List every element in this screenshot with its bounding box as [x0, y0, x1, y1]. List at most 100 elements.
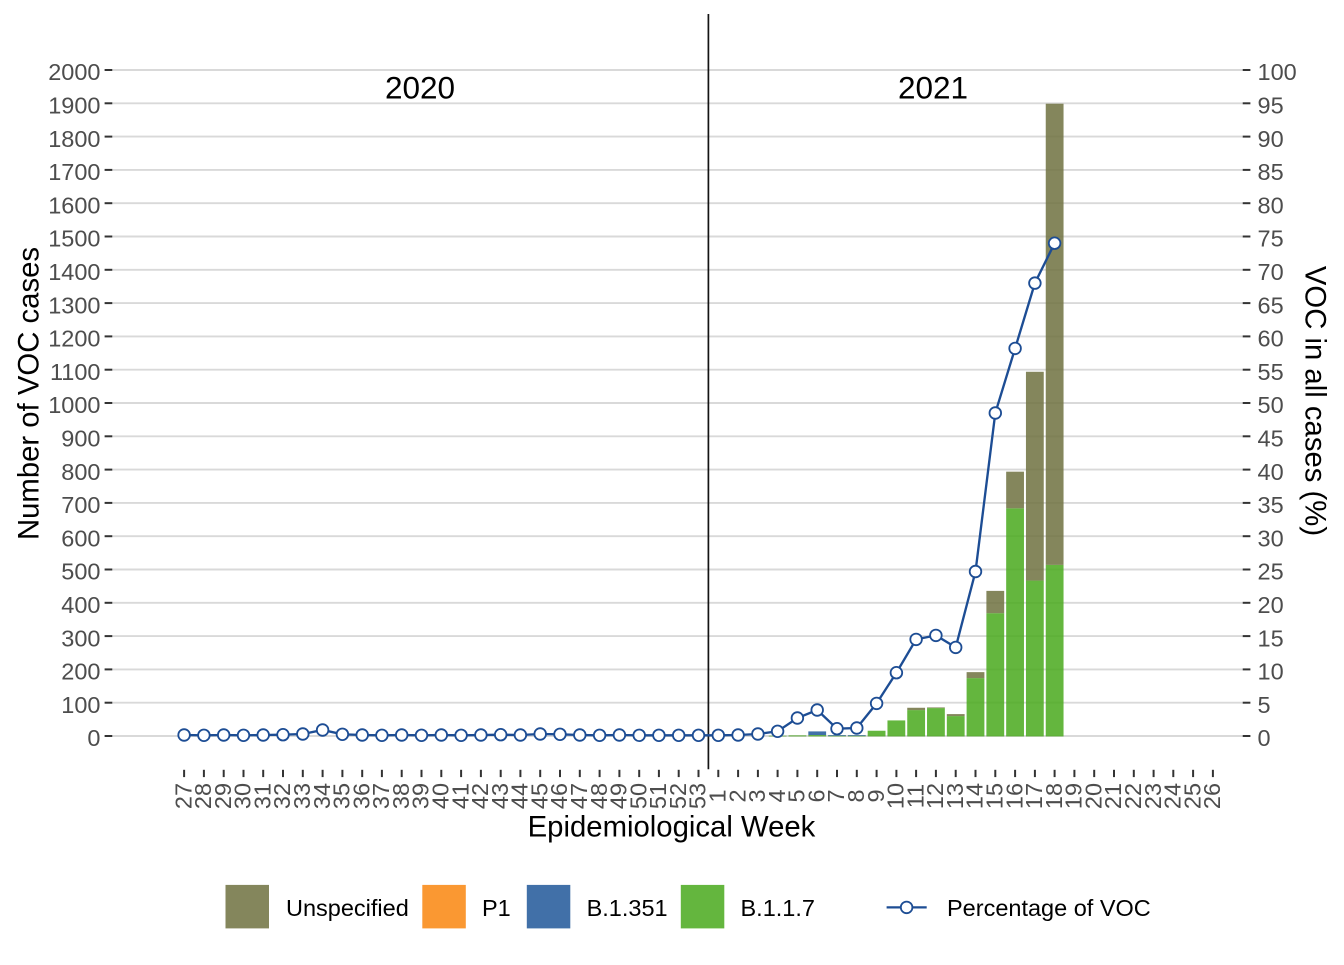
svg-text:Percentage of VOC: Percentage of VOC [947, 895, 1151, 921]
svg-text:800: 800 [61, 459, 100, 485]
svg-text:B.1.1.7: B.1.1.7 [741, 895, 815, 921]
svg-text:500: 500 [61, 559, 100, 585]
svg-text:49: 49 [606, 783, 632, 809]
svg-text:42: 42 [467, 783, 493, 809]
svg-text:50: 50 [1258, 392, 1284, 418]
svg-text:95: 95 [1258, 93, 1284, 119]
svg-text:47: 47 [566, 783, 592, 809]
svg-text:45: 45 [1258, 426, 1284, 452]
svg-text:33: 33 [289, 783, 315, 809]
svg-text:44: 44 [507, 783, 533, 809]
svg-text:70: 70 [1258, 259, 1284, 285]
svg-text:12: 12 [922, 783, 948, 809]
svg-text:23: 23 [1140, 783, 1166, 809]
svg-text:8: 8 [843, 789, 869, 802]
svg-text:1900: 1900 [48, 93, 100, 119]
svg-text:50: 50 [625, 783, 651, 809]
svg-text:34: 34 [309, 783, 335, 809]
svg-text:5: 5 [784, 789, 810, 802]
svg-text:1000: 1000 [48, 392, 100, 418]
svg-text:B.1.351: B.1.351 [587, 895, 668, 921]
svg-text:0: 0 [87, 725, 100, 751]
svg-text:31: 31 [249, 783, 275, 809]
svg-text:19: 19 [1061, 783, 1087, 809]
svg-text:39: 39 [408, 783, 434, 809]
svg-text:P1: P1 [482, 895, 511, 921]
svg-text:Unspecified: Unspecified [286, 895, 409, 921]
svg-text:2020: 2020 [385, 70, 455, 106]
svg-text:Number of VOC cases: Number of VOC cases [13, 247, 46, 540]
svg-text:17: 17 [1021, 783, 1047, 809]
svg-text:900: 900 [61, 426, 100, 452]
svg-text:35: 35 [329, 783, 355, 809]
svg-text:40: 40 [428, 783, 454, 809]
svg-text:15: 15 [1258, 625, 1284, 651]
svg-text:11: 11 [902, 784, 928, 808]
svg-text:48: 48 [586, 783, 612, 809]
svg-text:75: 75 [1258, 226, 1284, 252]
svg-text:24: 24 [1160, 783, 1186, 809]
svg-text:0: 0 [1258, 725, 1271, 751]
svg-text:43: 43 [487, 783, 513, 809]
svg-text:18: 18 [1041, 783, 1067, 809]
svg-text:1600: 1600 [48, 192, 100, 218]
svg-text:41: 41 [447, 783, 473, 809]
svg-text:37: 37 [368, 783, 394, 809]
svg-text:25: 25 [1258, 559, 1284, 585]
svg-text:20: 20 [1258, 592, 1284, 618]
svg-text:52: 52 [665, 783, 691, 809]
svg-text:38: 38 [388, 783, 414, 809]
svg-text:VOC in all cases (%): VOC in all cases (%) [1299, 266, 1332, 536]
svg-text:1700: 1700 [48, 159, 100, 185]
svg-text:600: 600 [61, 525, 100, 551]
svg-text:35: 35 [1258, 492, 1284, 518]
svg-text:40: 40 [1258, 459, 1284, 485]
svg-text:2000: 2000 [48, 59, 100, 85]
svg-text:10: 10 [883, 783, 909, 809]
svg-text:36: 36 [348, 783, 374, 809]
svg-text:300: 300 [61, 625, 100, 651]
svg-text:30: 30 [1258, 525, 1284, 551]
svg-text:45: 45 [526, 783, 552, 809]
svg-text:4: 4 [764, 789, 790, 802]
svg-text:28: 28 [190, 783, 216, 809]
svg-text:3: 3 [744, 789, 770, 802]
svg-text:22: 22 [1120, 783, 1146, 809]
svg-text:2021: 2021 [898, 70, 968, 106]
svg-text:1400: 1400 [48, 259, 100, 285]
svg-text:700: 700 [61, 492, 100, 518]
svg-text:90: 90 [1258, 126, 1284, 152]
svg-text:55: 55 [1258, 359, 1284, 385]
svg-text:9: 9 [863, 789, 889, 802]
svg-text:80: 80 [1258, 192, 1284, 218]
svg-text:Epidemiological Week: Epidemiological Week [528, 811, 816, 844]
svg-text:7: 7 [823, 789, 849, 802]
svg-text:16: 16 [1001, 783, 1027, 809]
svg-text:26: 26 [1199, 783, 1225, 809]
svg-text:29: 29 [210, 783, 236, 809]
svg-text:1100: 1100 [50, 359, 101, 385]
svg-text:60: 60 [1258, 326, 1284, 352]
svg-text:10: 10 [1258, 659, 1284, 685]
svg-text:30: 30 [230, 783, 256, 809]
svg-text:32: 32 [269, 783, 295, 809]
svg-text:1300: 1300 [48, 292, 100, 318]
svg-text:53: 53 [685, 783, 711, 809]
svg-text:13: 13 [942, 783, 968, 809]
svg-text:100: 100 [1258, 59, 1297, 85]
svg-text:20: 20 [1080, 783, 1106, 809]
svg-text:21: 21 [1100, 783, 1126, 809]
svg-text:51: 51 [645, 783, 671, 809]
svg-text:14: 14 [962, 783, 988, 809]
svg-text:85: 85 [1258, 159, 1284, 185]
svg-text:5: 5 [1258, 692, 1271, 718]
svg-text:1200: 1200 [48, 326, 100, 352]
svg-text:200: 200 [61, 659, 100, 685]
svg-text:400: 400 [61, 592, 100, 618]
svg-text:25: 25 [1179, 783, 1205, 809]
svg-text:100: 100 [61, 692, 100, 718]
svg-text:2: 2 [724, 789, 750, 802]
svg-text:46: 46 [546, 783, 572, 809]
svg-text:6: 6 [803, 789, 829, 802]
svg-text:15: 15 [982, 783, 1008, 809]
